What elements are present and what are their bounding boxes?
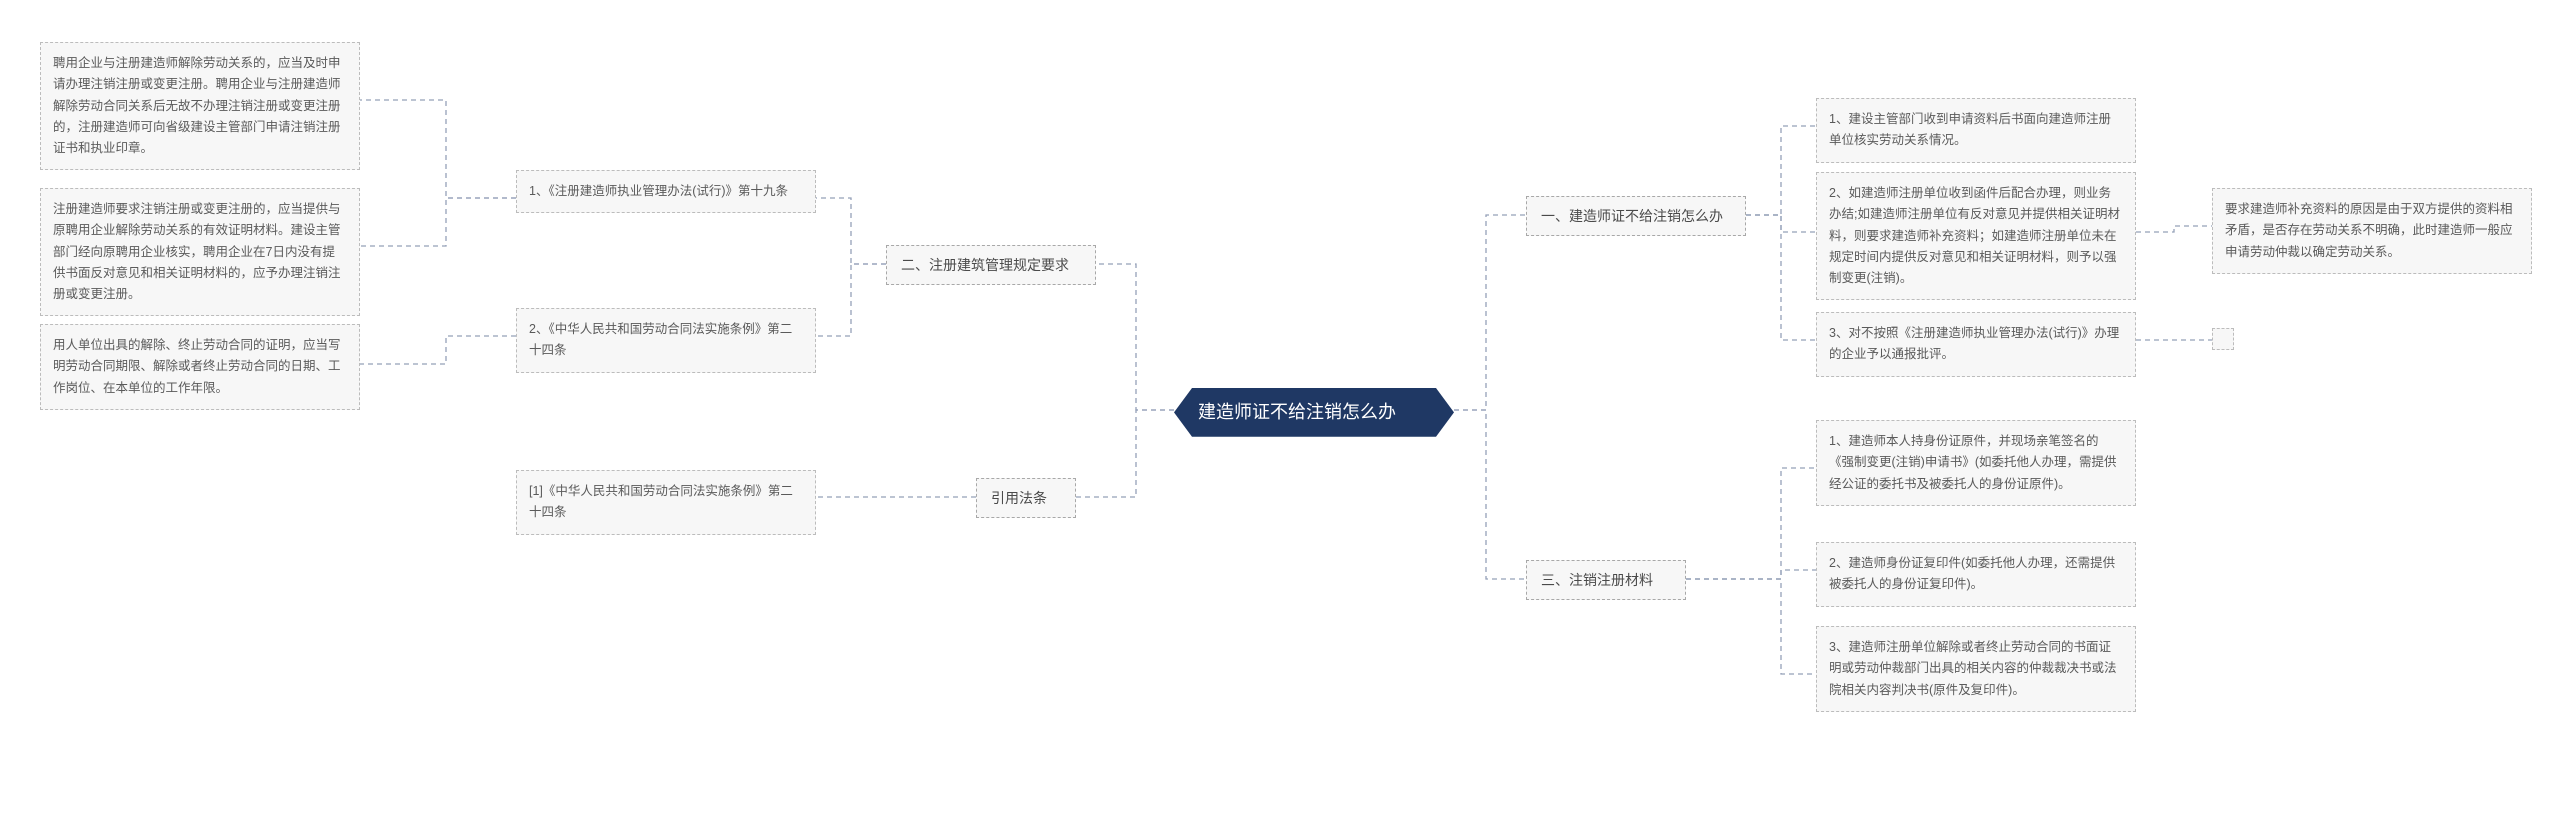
leaf-r1a: 1、建设主管部门收到申请资料后书面向建造师注册单位核实劳动关系情况。 bbox=[1816, 98, 2136, 163]
leaf-r3c: 3、建造师注册单位解除或者终止劳动合同的书面证明或劳动仲裁部门出具的相关内容的仲… bbox=[1816, 626, 2136, 712]
leaf-r1c-tiny bbox=[2212, 328, 2234, 350]
branch-r1: 一、建造师证不给注销怎么办 bbox=[1526, 196, 1746, 236]
leaf-r3b: 2、建造师身份证复印件(如委托他人办理，还需提供被委托人的身份证复印件)。 bbox=[1816, 542, 2136, 607]
leaf-l2a: 1、《注册建造师执业管理办法(试行)》第十九条 bbox=[516, 170, 816, 213]
leaf-r1b1: 要求建造师补充资料的原因是由于双方提供的资料相矛盾，是否存在劳动关系不明确，此时… bbox=[2212, 188, 2532, 274]
leaf-r3a: 1、建造师本人持身份证原件，并现场亲笔签名的《强制变更(注销)申请书》(如委托他… bbox=[1816, 420, 2136, 506]
leaf-r1c: 3、对不按照《注册建造师执业管理办法(试行)》办理的企业予以通报批评。 bbox=[1816, 312, 2136, 377]
branch-cite: 引用法条 bbox=[976, 478, 1076, 518]
leaf-l2a1: 聘用企业与注册建造师解除劳动关系的，应当及时申请办理注销注册或变更注册。聘用企业… bbox=[40, 42, 360, 170]
center-topic: 建造师证不给注销怎么办 bbox=[1174, 388, 1454, 437]
branch-r3: 三、注销注册材料 bbox=[1526, 560, 1686, 600]
leaf-l2b1: 用人单位出具的解除、终止劳动合同的证明，应当写明劳动合同期限、解除或者终止劳动合… bbox=[40, 324, 360, 410]
branch-l2: 二、注册建筑管理规定要求 bbox=[886, 245, 1096, 285]
leaf-l2b: 2、《中华人民共和国劳动合同法实施条例》第二十四条 bbox=[516, 308, 816, 373]
leaf-l2a2: 注册建造师要求注销注册或变更注册的，应当提供与原聘用企业解除劳动关系的有效证明材… bbox=[40, 188, 360, 316]
leaf-cite1: [1]《中华人民共和国劳动合同法实施条例》第二十四条 bbox=[516, 470, 816, 535]
leaf-r1b: 2、如建造师注册单位收到函件后配合办理，则业务办结;如建造师注册单位有反对意见并… bbox=[1816, 172, 2136, 300]
